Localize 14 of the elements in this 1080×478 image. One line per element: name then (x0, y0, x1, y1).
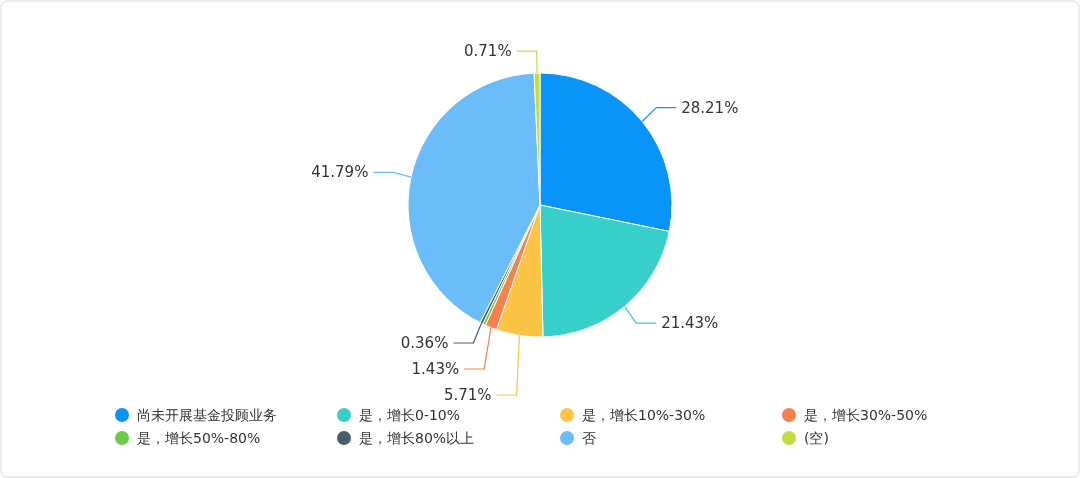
data-label: 5.71% (443, 386, 492, 404)
legend-label: 是，增长30%-50% (804, 407, 928, 423)
legend-label: 是，增长50%-80% (137, 430, 261, 446)
legend-label: (空) (804, 430, 829, 446)
data-label: 1.43% (411, 360, 460, 378)
data-label: 28.21% (681, 98, 739, 117)
data-label: 21.43% (661, 314, 719, 333)
legend-label: 是，增长0-10% (359, 407, 461, 423)
legend-label: 是，增长80%以上 (359, 430, 475, 446)
legend-label: 否 (582, 430, 596, 446)
data-label: 0.36% (400, 334, 449, 352)
data-label: 0.71% (464, 42, 512, 61)
data-label: 41.79% (311, 163, 369, 182)
legend-label: 是，增长10%-30% (582, 407, 706, 423)
